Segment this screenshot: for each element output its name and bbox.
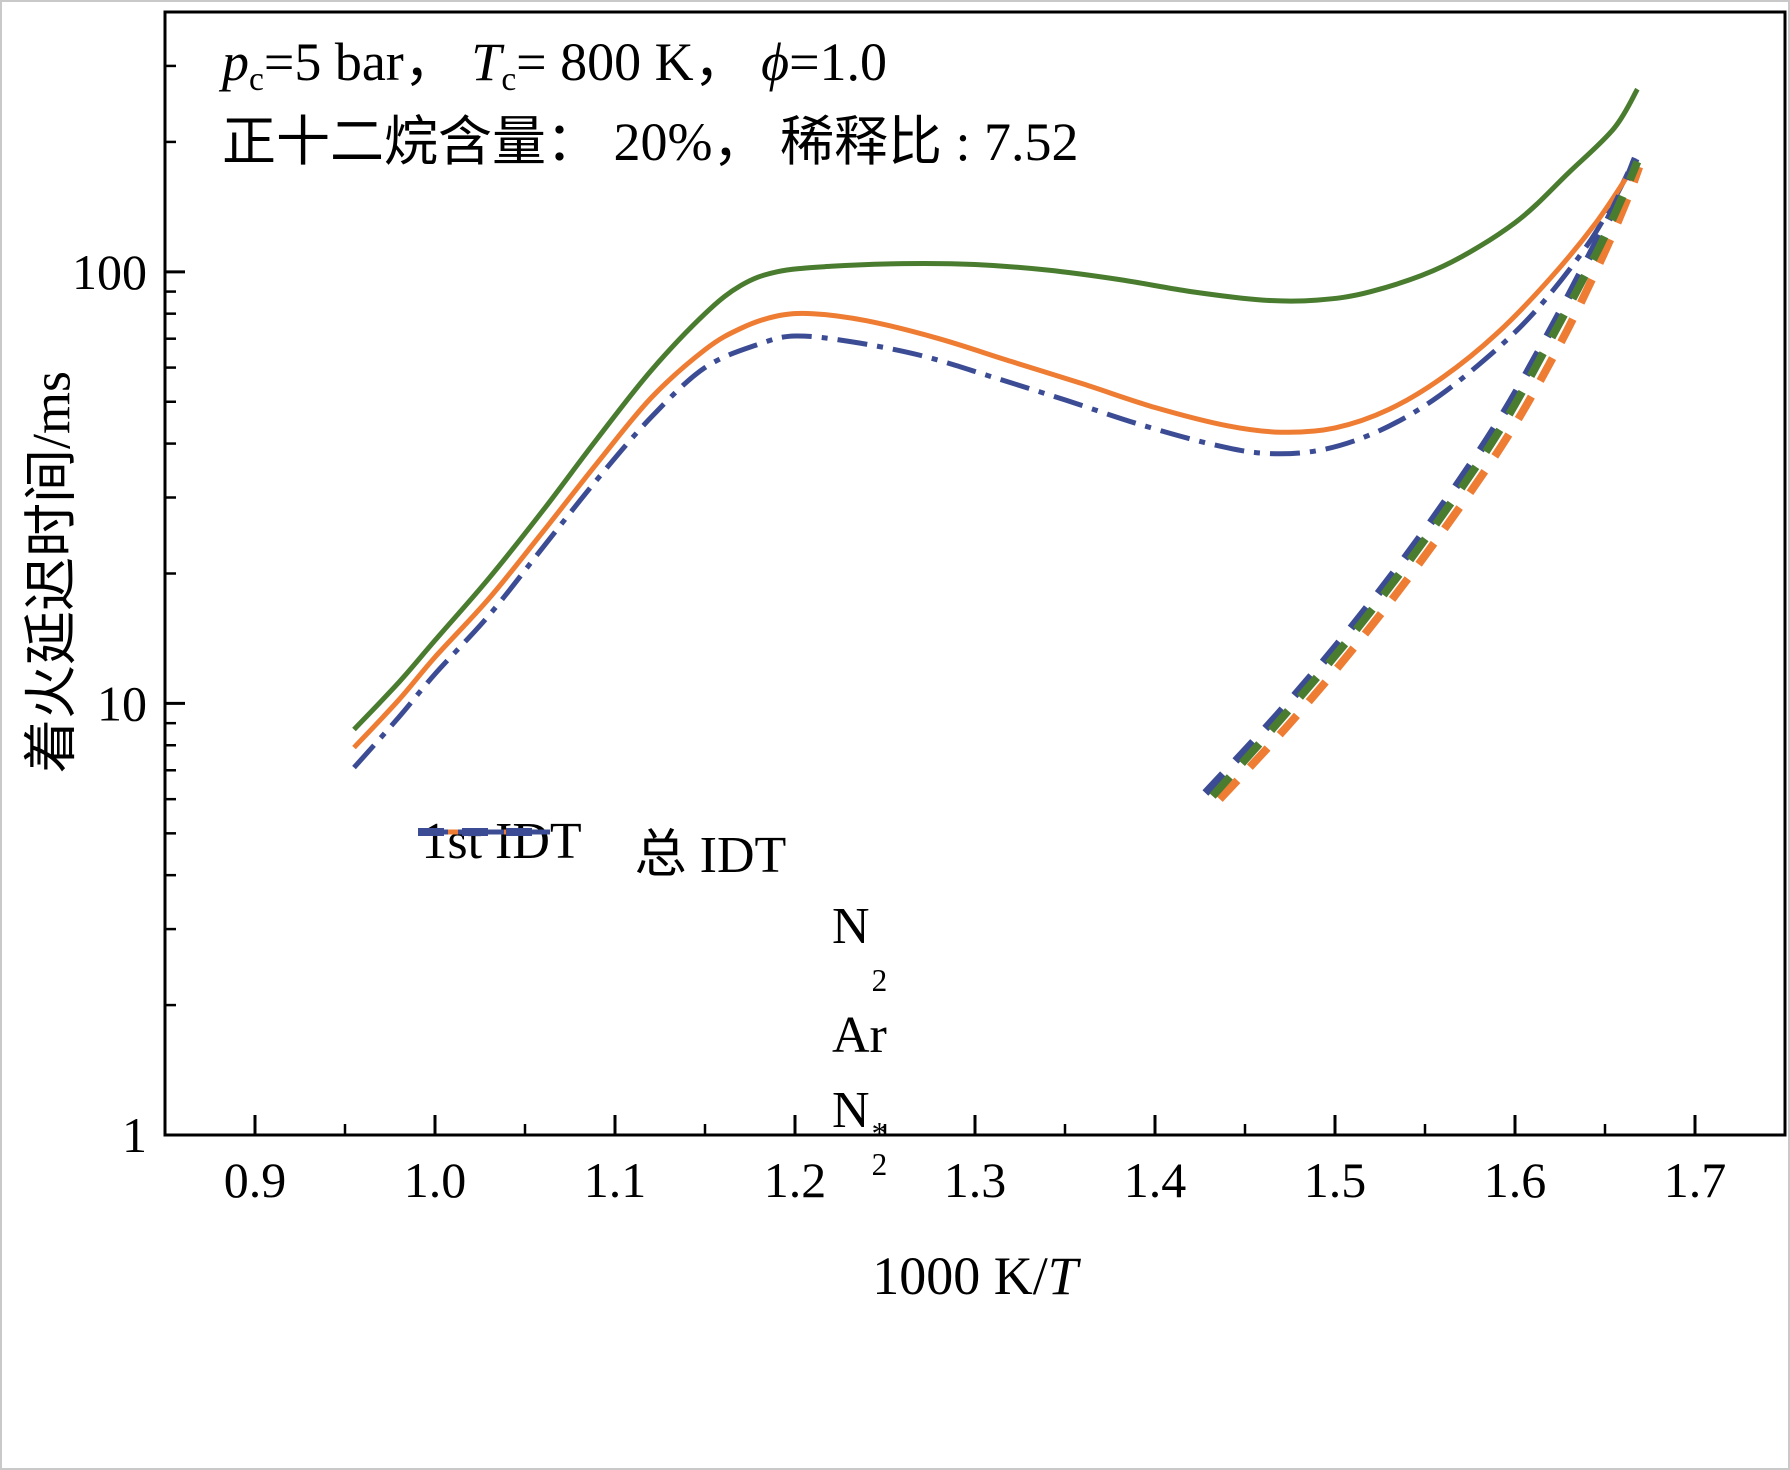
condition-line-2: 正十二烷含量： 20%， 稀释比 : 7.52 — [222, 104, 1078, 181]
x-tick-label: 1.5 — [1304, 1152, 1367, 1208]
text-part: p — [222, 32, 249, 92]
series-n2star-total-line — [352, 150, 1640, 770]
series-n2-first-line — [1209, 160, 1642, 799]
legend-header-first-idt: 1st IDT — [421, 813, 582, 870]
x-tick-label: 1.0 — [404, 1152, 467, 1208]
condition-line-1: pc=5 bar， Tc= 800 K， ϕ=1.0 — [222, 24, 1078, 104]
text-part: c — [249, 61, 264, 99]
text-part: =5 bar， — [263, 32, 472, 92]
text-part: 1000 K/ — [872, 1246, 1048, 1306]
y-axis-title: 着火延迟时间/ms — [21, 370, 82, 774]
legend-label-main: N — [832, 898, 870, 955]
legend-label: N 2 — [832, 897, 887, 997]
legend-row-n2: N 2 — [414, 828, 887, 997]
series-ar-first-line — [1216, 165, 1643, 802]
x-tick-label: 1.2 — [764, 1152, 827, 1208]
y-tick-label: 10 — [97, 675, 147, 731]
text-part: T — [1047, 1246, 1078, 1306]
axes-frame — [163, 10, 1787, 1137]
x-tick-label: 0.9 — [224, 1152, 287, 1208]
legend-label-scripts: * 2 — [871, 1116, 888, 1183]
legend-label: Ar — [832, 1006, 887, 1065]
text-part: c — [501, 61, 517, 99]
legend-headers: 1st IDT 总 IDT — [414, 812, 887, 887]
y-tick-label: 1 — [122, 1107, 147, 1163]
text-part: =1.0 — [789, 32, 888, 92]
text-part: = 800 K， — [516, 32, 762, 92]
text-part: ϕ — [761, 32, 790, 92]
legend-row-ar: Ar — [414, 828, 887, 1081]
legend-rows: N 2 Ar N * 2 — [414, 828, 887, 1181]
series-ar-total-line — [352, 173, 1631, 750]
x-tick-label: 1.3 — [944, 1152, 1007, 1208]
legend-label-main: Ar — [832, 1006, 887, 1064]
legend: 1st IDT 总 IDT N 2 Ar N * 2 — [414, 812, 887, 1181]
x-axis-title: 1000 K/T — [872, 1245, 1078, 1307]
x-tick-label: 1.6 — [1484, 1152, 1547, 1208]
y-tick-label: 100 — [72, 244, 147, 300]
legend-header-total-idt: 总 IDT — [634, 827, 787, 884]
legend-label: N * 2 — [832, 1081, 887, 1181]
legend-label-scripts: 2 — [871, 963, 888, 999]
legend-row-n2: N * 2 — [414, 828, 887, 1181]
text-part: 正十二烷含量： 20%， 稀释比 : 7.52 — [222, 111, 1079, 172]
series-n2-total-line — [352, 87, 1640, 732]
x-tick-label: 1.4 — [1124, 1152, 1187, 1208]
condition-annotation: pc=5 bar， Tc= 800 K， ϕ=1.0 正十二烷含量： 20%， … — [222, 24, 1078, 180]
legend-label-main: N — [832, 1082, 870, 1139]
text-part: T — [471, 32, 502, 92]
x-tick-label: 1.1 — [584, 1152, 647, 1208]
x-tick-label: 1.7 — [1664, 1152, 1727, 1208]
